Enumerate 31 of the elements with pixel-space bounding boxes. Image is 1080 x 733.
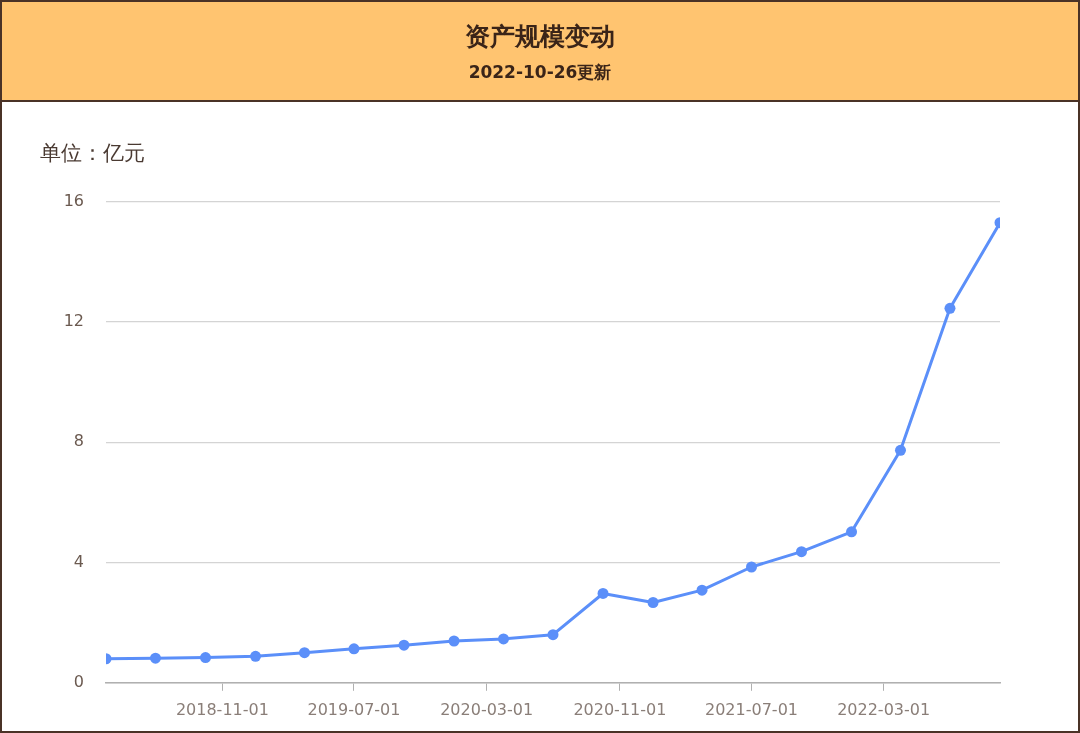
point	[149, 652, 161, 664]
point	[647, 597, 659, 608]
x-tick-label: 2022-03-01	[837, 699, 931, 719]
y-tick-label: 8	[73, 431, 84, 451]
y-axis-title: 单位：亿元	[40, 140, 145, 167]
point	[696, 584, 708, 596]
point	[298, 647, 310, 659]
point	[846, 526, 858, 538]
point	[200, 652, 212, 664]
x-tick-label: 2020-03-01	[440, 699, 534, 719]
x-tick-label: 2018-11-01	[175, 699, 269, 719]
chart-title: 资产规模变动	[464, 21, 616, 53]
point	[398, 639, 410, 651]
point	[796, 546, 808, 558]
point	[348, 643, 360, 655]
x-tick-label: 2020-11-01	[573, 699, 667, 719]
point	[597, 587, 609, 599]
y-tick-label: 12	[63, 311, 84, 331]
point	[498, 633, 510, 645]
y-tick-label: 4	[73, 551, 84, 571]
point	[944, 302, 956, 314]
chart-subtitle: 2022-10-26更新	[467, 61, 613, 84]
point	[250, 650, 262, 662]
point	[448, 635, 460, 647]
y-tick-label: 16	[63, 190, 84, 210]
point	[745, 561, 757, 573]
y-tick-label: 0	[73, 671, 84, 691]
x-tick-label: 2019-07-01	[307, 699, 401, 719]
point	[547, 629, 559, 641]
x-tick-label: 2021-07-01	[704, 699, 798, 719]
point	[894, 444, 906, 456]
